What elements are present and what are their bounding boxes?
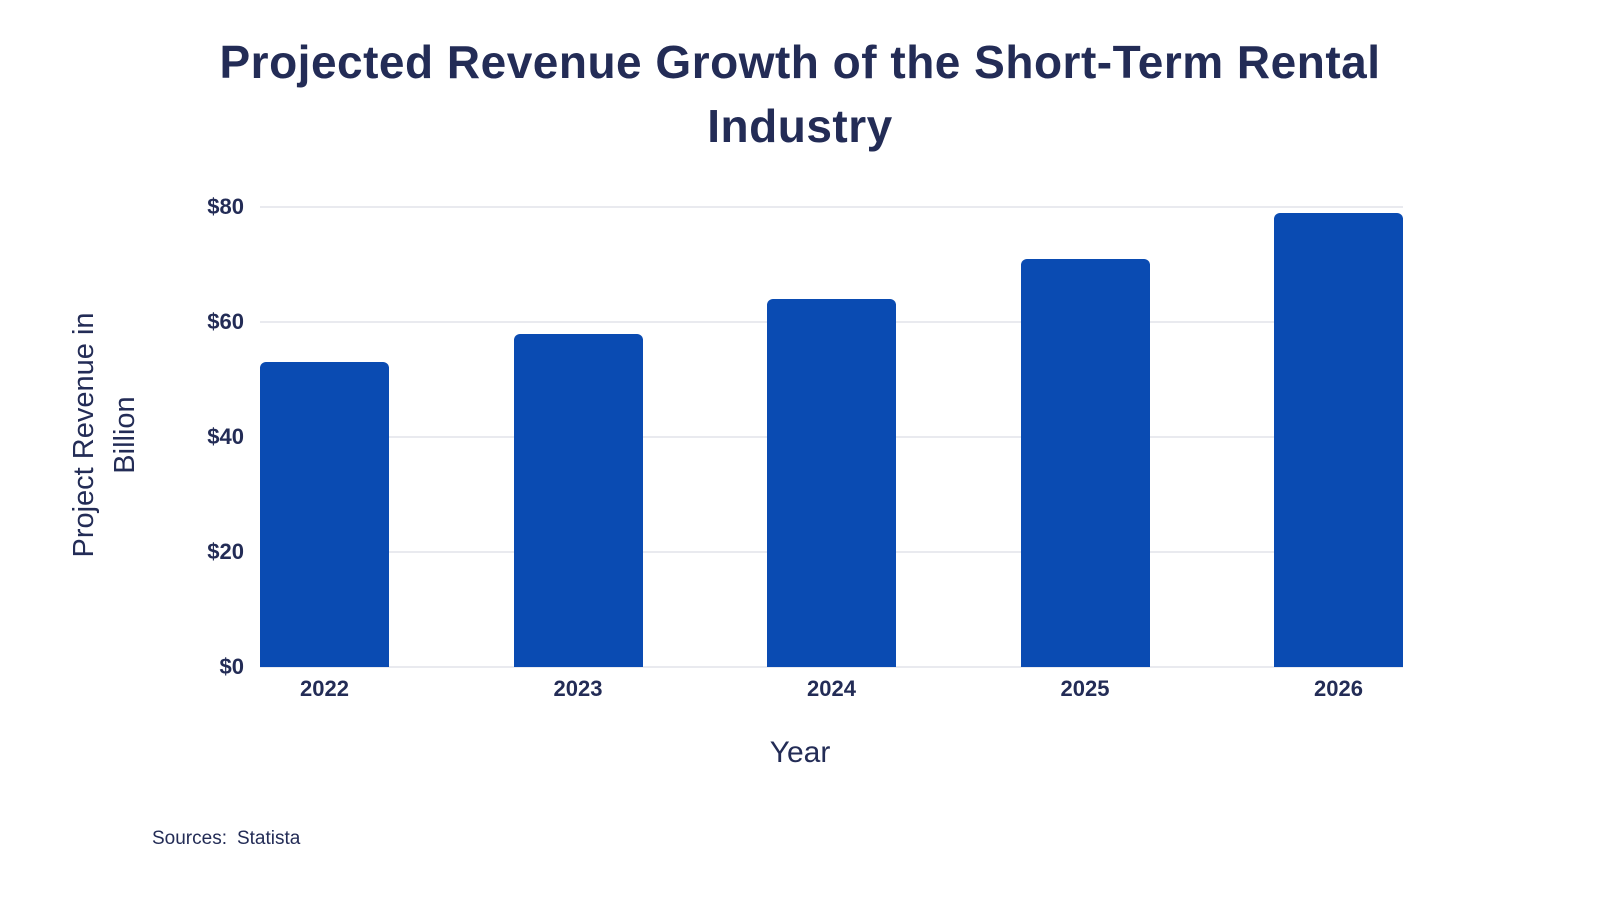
x-tick-label-2022: 2022 xyxy=(300,676,349,701)
gridline-80 xyxy=(260,206,1403,208)
y-tick-label-20: $20 xyxy=(207,539,244,564)
chart-title-line-2: Industry xyxy=(707,100,893,152)
bar-2025 xyxy=(1020,258,1150,667)
source-name: Statista xyxy=(236,828,301,849)
bar-2026 xyxy=(1274,212,1403,667)
x-axis-title: Year xyxy=(769,736,831,769)
x-axis-ticks: 2022 2023 2024 2025 2026 xyxy=(260,676,1403,702)
bar-2023 xyxy=(513,333,643,667)
gridline-0 xyxy=(260,666,1403,668)
x-tick-label-2026: 2026 xyxy=(1314,676,1363,701)
x-tick-label-2023: 2023 xyxy=(553,676,603,701)
y-tick-label-80: $80 xyxy=(207,194,244,219)
bar-2022 xyxy=(260,362,389,667)
chart-title: Projected Revenue Growth of the Short-Te… xyxy=(0,30,1600,158)
y-tick-label-0: $0 xyxy=(219,654,244,679)
source-note: Sources: Statista xyxy=(152,828,300,850)
source-label: Sources: xyxy=(152,828,227,849)
plot-area xyxy=(260,206,1403,668)
chart-title-line-1: Projected Revenue Growth of the Short-Te… xyxy=(219,36,1381,88)
x-tick-label-2025: 2025 xyxy=(1060,676,1110,701)
y-tick-label-40: $40 xyxy=(207,424,244,449)
y-axis-title-line-1: Project Revenue in xyxy=(68,312,100,558)
bar-2024 xyxy=(767,299,896,667)
x-tick-label-2024: 2024 xyxy=(807,676,856,701)
y-tick-label-60: $60 xyxy=(207,309,244,334)
